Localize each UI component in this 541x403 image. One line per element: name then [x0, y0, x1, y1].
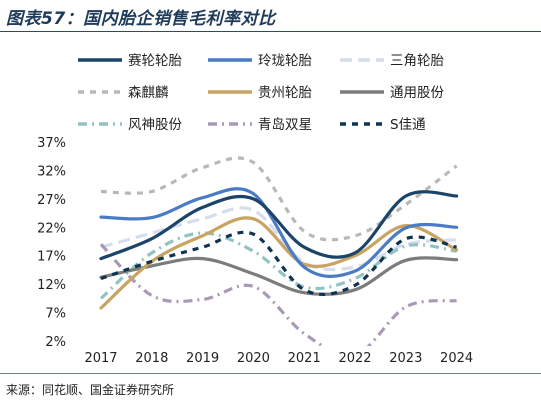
x-tick-label: 2023 — [389, 351, 422, 366]
source-note: 来源：同花顺、国金证券研究所 — [6, 383, 175, 397]
y-tick-label: 22% — [37, 221, 66, 236]
y-tick-label: 32% — [37, 164, 66, 179]
y-tick-label: 27% — [37, 193, 66, 208]
series-line-7 — [99, 231, 457, 300]
series-line-9 — [100, 230, 457, 296]
x-axis: 2017 2018 2019 2020 2021 2022 2023 2024 — [84, 351, 473, 366]
y-tick-label: 17% — [37, 250, 66, 265]
y-tick-label: 2% — [45, 335, 66, 350]
y-tick-label: 37% — [37, 136, 66, 151]
legend-label: 森麒麟 — [128, 85, 169, 101]
series-line-6 — [99, 256, 459, 296]
page-title: 图表57：国内胎企销售毛利率对比 — [6, 9, 276, 29]
series-line-8 — [99, 243, 457, 346]
x-tick-label: 2024 — [440, 351, 473, 366]
x-tick-label: 2018 — [135, 351, 168, 366]
series-line-2 — [99, 187, 459, 278]
footer-divider — [0, 373, 541, 374]
series-lines — [99, 156, 459, 346]
x-tick-label: 2021 — [288, 351, 321, 366]
x-tick-label: 2022 — [338, 351, 371, 366]
y-tick-label: 12% — [37, 278, 66, 293]
legend-label: 风神股份 — [128, 117, 182, 133]
series-line-4 — [100, 156, 458, 242]
legend-label: S佳通 — [390, 117, 426, 133]
y-tick-label: 7% — [45, 307, 66, 322]
legend-label: 贵州轮胎 — [258, 85, 312, 101]
legend-label: 青岛双星 — [258, 117, 312, 133]
legend-label: 通用股份 — [390, 85, 444, 101]
legend-label: 玲珑轮胎 — [258, 53, 312, 69]
series-line-1 — [99, 190, 459, 261]
legend-label: 赛轮轮胎 — [128, 53, 182, 69]
series-line-3 — [100, 206, 457, 272]
x-tick-label: 2017 — [84, 351, 117, 366]
title-divider — [0, 31, 541, 32]
x-tick-label: 2020 — [237, 351, 270, 366]
legend-label: 三角轮胎 — [390, 53, 444, 69]
y-axis: 37% 32% 27% 22% 17% 12% 7% 2% — [37, 136, 66, 350]
x-tick-label: 2019 — [186, 351, 219, 366]
